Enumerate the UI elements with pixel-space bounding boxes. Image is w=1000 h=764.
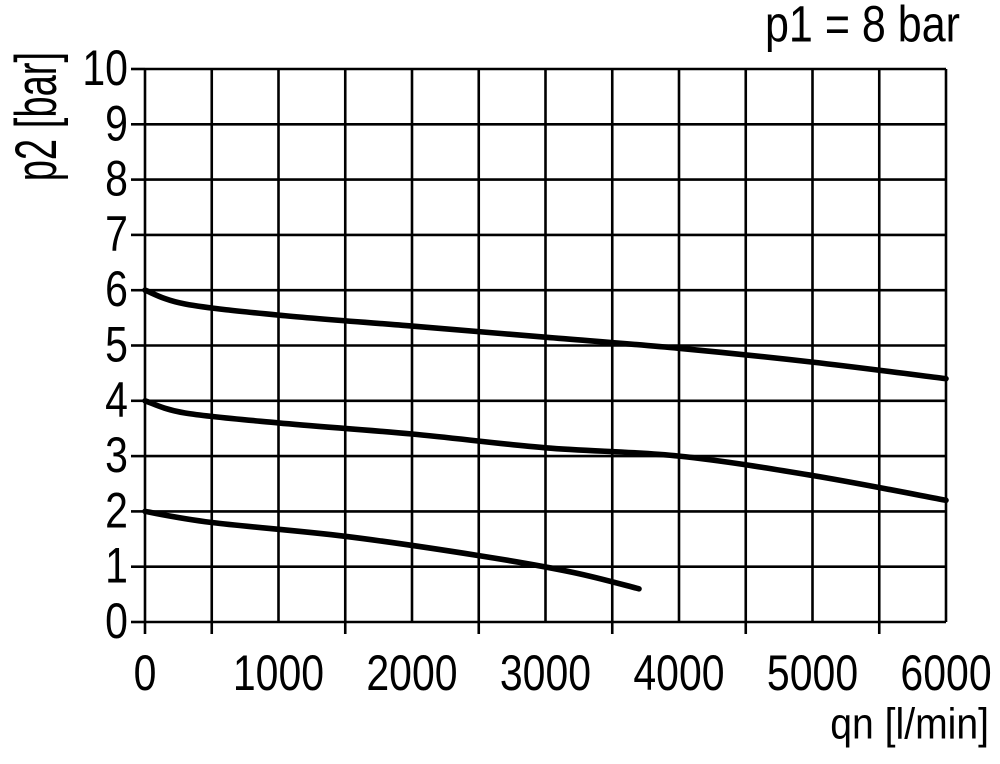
svg-text:5: 5 <box>105 317 128 373</box>
svg-text:4000: 4000 <box>633 645 724 701</box>
svg-text:0: 0 <box>134 645 157 701</box>
svg-text:4: 4 <box>105 372 128 428</box>
svg-text:10: 10 <box>82 40 128 96</box>
svg-text:7: 7 <box>105 206 128 262</box>
svg-text:6000: 6000 <box>900 645 991 701</box>
svg-text:3: 3 <box>105 427 128 483</box>
svg-text:6: 6 <box>105 261 128 317</box>
svg-text:2000: 2000 <box>366 645 457 701</box>
svg-text:8: 8 <box>105 151 128 207</box>
svg-text:1: 1 <box>105 538 128 594</box>
svg-text:qn [l/min]: qn [l/min] <box>830 699 989 748</box>
svg-text:3000: 3000 <box>500 645 591 701</box>
svg-text:2: 2 <box>105 483 128 539</box>
svg-text:1000: 1000 <box>233 645 324 701</box>
svg-text:p2 [bar]: p2 [bar] <box>4 52 69 181</box>
svg-text:p1 = 8 bar: p1 = 8 bar <box>765 0 960 52</box>
svg-text:0: 0 <box>105 593 128 649</box>
svg-text:5000: 5000 <box>767 645 858 701</box>
svg-text:9: 9 <box>105 95 128 151</box>
